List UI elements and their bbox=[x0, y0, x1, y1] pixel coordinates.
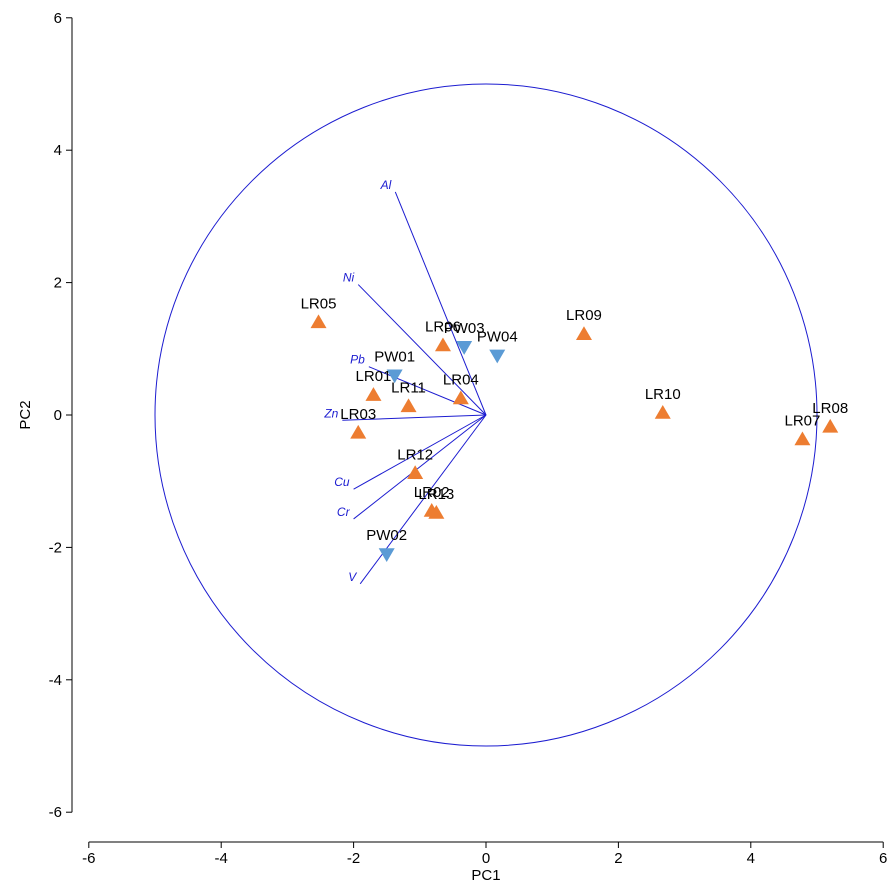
x-tick-label: 2 bbox=[614, 850, 622, 867]
loading-label: V bbox=[348, 570, 357, 584]
loading-vector-zn bbox=[342, 414, 487, 421]
loading-vector-cr bbox=[353, 414, 487, 520]
x-axis-title: PC1 bbox=[471, 867, 500, 884]
point-label: LR11 bbox=[391, 379, 426, 396]
x-tick-label: -4 bbox=[215, 850, 228, 867]
point-label: LR03 bbox=[340, 406, 376, 423]
point-lr04 bbox=[452, 390, 469, 405]
point-label: LR13 bbox=[418, 486, 454, 503]
point-label: PW02 bbox=[366, 527, 407, 544]
score-points bbox=[310, 314, 839, 563]
point-label: LR06 bbox=[425, 318, 461, 335]
point-lr01 bbox=[365, 387, 382, 401]
circle-outline bbox=[154, 83, 818, 747]
point-lr08 bbox=[822, 418, 839, 433]
point-lr03 bbox=[350, 424, 367, 439]
loading-label: Al bbox=[380, 178, 392, 192]
point-label: LR02 bbox=[414, 484, 450, 501]
point-lr07 bbox=[794, 431, 811, 446]
loading-vector-pb bbox=[368, 366, 487, 416]
point-lr05 bbox=[310, 314, 327, 329]
point-lr06 bbox=[434, 337, 451, 352]
x-tick-label: 0 bbox=[482, 850, 490, 867]
y-tick-label: 6 bbox=[54, 10, 62, 27]
point-label: LR08 bbox=[812, 400, 848, 417]
point-pw02 bbox=[378, 548, 395, 563]
loading-label: Cu bbox=[334, 475, 350, 489]
loading-label: Ni bbox=[343, 271, 355, 285]
y-tick-label: 2 bbox=[54, 275, 62, 292]
loading-vectors: Al Ni Pb Zn Cu Cr V bbox=[323, 178, 487, 585]
x-tick-label: 6 bbox=[879, 850, 887, 867]
point-lr13 bbox=[428, 504, 445, 519]
point-label: PW04 bbox=[477, 328, 518, 345]
point-label: LR01 bbox=[356, 368, 392, 385]
y-tick-label: 0 bbox=[54, 407, 62, 424]
point-label: LR07 bbox=[785, 412, 821, 429]
y-tick-label: 4 bbox=[54, 142, 62, 159]
y-tick-label: -6 bbox=[49, 804, 62, 821]
y-tick-label: -2 bbox=[49, 539, 62, 556]
point-label: LR05 bbox=[301, 295, 337, 312]
correlation-circle bbox=[154, 83, 818, 747]
point-lr09 bbox=[575, 326, 592, 340]
point-label: LR09 bbox=[566, 307, 602, 324]
point-label: LR12 bbox=[397, 446, 433, 463]
x-tick-label: -6 bbox=[82, 850, 95, 867]
loading-vector-v bbox=[359, 414, 487, 585]
loading-label: Zn bbox=[323, 406, 338, 420]
x-tick-label: -2 bbox=[347, 850, 360, 867]
x-tick-label: 4 bbox=[747, 850, 755, 867]
point-pw04 bbox=[489, 349, 506, 364]
point-pw03 bbox=[456, 341, 473, 355]
loading-label: Cr bbox=[337, 505, 351, 519]
loading-label: Pb bbox=[350, 353, 365, 367]
y-tick-label: -4 bbox=[49, 672, 62, 689]
point-label: PW01 bbox=[374, 348, 415, 365]
y-axis-title: PC2 bbox=[17, 400, 34, 429]
point-lr11 bbox=[400, 398, 417, 413]
point-label: PW03 bbox=[444, 320, 485, 337]
loading-vector-ni bbox=[357, 284, 487, 416]
point-lr12 bbox=[407, 465, 424, 480]
point-pw01 bbox=[386, 369, 403, 384]
point-label: LR04 bbox=[443, 371, 479, 388]
point-lr10 bbox=[654, 405, 671, 419]
point-label: LR10 bbox=[645, 386, 681, 403]
axes: -6 -4 -2 0 2 4 6 -6 -4 -2 0 2 4 6 bbox=[49, 10, 888, 867]
loading-vector-cu bbox=[353, 414, 487, 490]
loading-vector-al bbox=[394, 191, 487, 416]
